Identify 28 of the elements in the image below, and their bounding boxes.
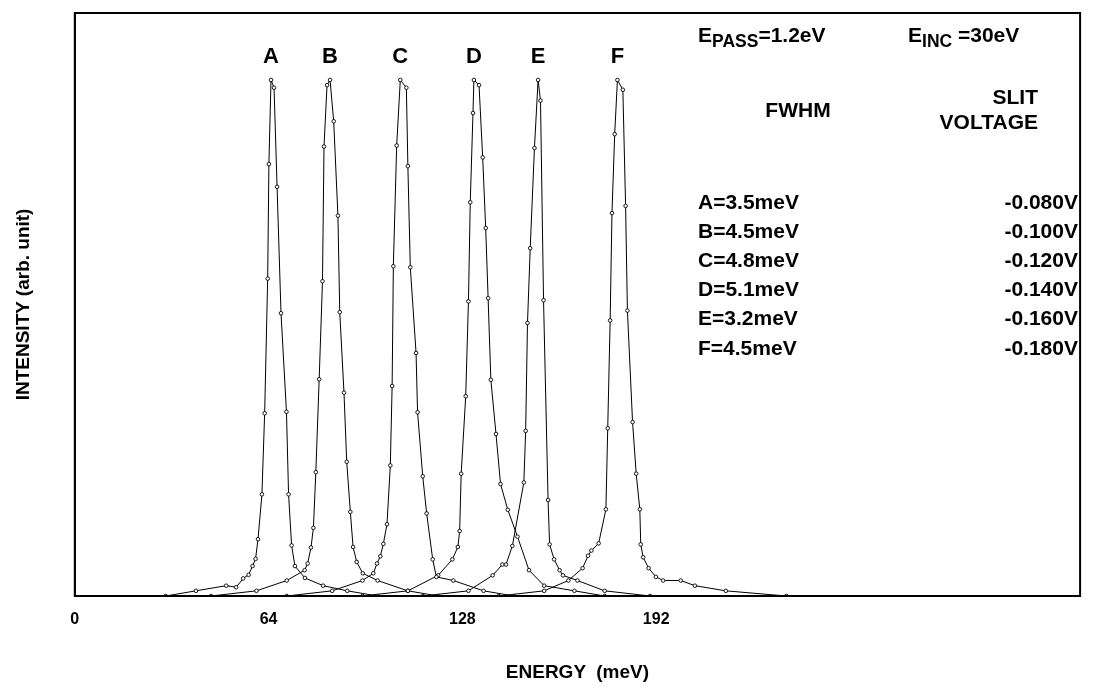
annotation: A=3.5meV	[698, 188, 800, 214]
annotation: D=5.1meV	[698, 276, 800, 302]
text: E$_{PASS}$=1.2eV	[698, 22, 827, 53]
annotation: SLIT VOLTAGE	[938, 84, 1038, 135]
annotation: B=4.5meV	[698, 217, 800, 243]
x-tick-label: 192	[642, 610, 670, 628]
annotation: -0.140V	[1003, 276, 1078, 302]
text: A	[263, 42, 280, 68]
annotation: -0.180V	[1003, 334, 1078, 360]
annotation: FWHM	[764, 96, 832, 122]
text: C	[392, 42, 409, 68]
annotation: -0.100V	[1003, 217, 1078, 243]
text: E$_{INC}$ =30eV	[908, 22, 1021, 53]
annotation: -0.120V	[1003, 246, 1078, 273]
text: D	[465, 42, 482, 68]
annotation: F=4.5meV	[698, 334, 798, 360]
y-axis-title: INTENSITY (arb. unit)	[11, 208, 33, 401]
x-tick-label: 128	[449, 610, 476, 628]
annotation: -0.080V	[1003, 188, 1078, 214]
x-tick-label: 64	[259, 610, 278, 628]
annotation: -0.160V	[1003, 305, 1078, 331]
text: E	[530, 42, 546, 68]
x-tick-label: 0	[70, 610, 80, 628]
annotation: E=3.2meV	[698, 305, 799, 331]
text: B	[322, 42, 339, 68]
text: F	[610, 42, 625, 68]
x-axis-title: ENERGY (meV)	[505, 660, 650, 682]
annotation: C=4.8meV	[698, 246, 800, 273]
